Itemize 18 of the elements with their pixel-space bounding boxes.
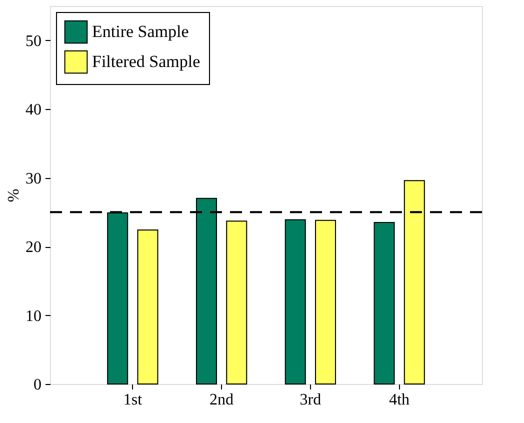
y-tick-label: 0 <box>34 376 42 394</box>
legend-label: Filtered Sample <box>92 52 200 71</box>
y-tick-label: 20 <box>26 239 42 256</box>
y-tick-label: 50 <box>26 32 42 50</box>
y-tick-label: 10 <box>26 308 42 325</box>
y-tick-label: 30 <box>26 170 42 188</box>
y-tick-label: 40 <box>26 102 42 119</box>
bar <box>374 222 395 384</box>
legend-label: Entire Sample <box>92 22 189 41</box>
bar <box>226 220 248 384</box>
x-tick-label: 1st <box>123 392 143 408</box>
bar <box>315 220 336 384</box>
y-axis-title: % <box>6 188 22 202</box>
x-tick-label: 2nd <box>210 392 234 408</box>
x-tick-label: 4th <box>389 392 410 408</box>
bar <box>137 230 158 384</box>
x-tick-label: 3rd <box>300 392 322 408</box>
bar <box>284 219 306 384</box>
